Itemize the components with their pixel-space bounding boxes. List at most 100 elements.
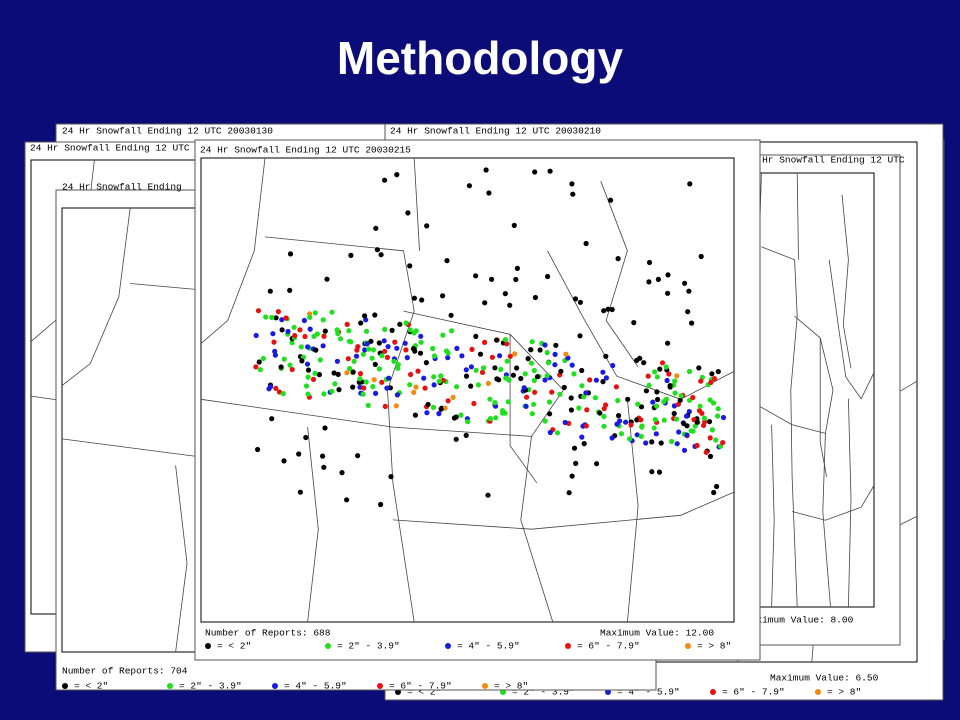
report-dot — [287, 287, 293, 293]
report-dot — [321, 333, 327, 339]
report-dot — [289, 366, 295, 373]
report-dot — [267, 384, 274, 390]
legend-dot — [482, 683, 488, 689]
report-dot — [382, 403, 388, 409]
report-dot — [392, 339, 398, 345]
report-dot — [353, 353, 360, 359]
report-dot — [436, 411, 442, 417]
report-dot — [652, 369, 658, 375]
report-dot — [257, 367, 263, 373]
report-dot — [669, 438, 675, 445]
report-dot — [603, 375, 610, 381]
report-dot — [423, 360, 429, 366]
report-dot — [681, 421, 687, 427]
report-dot — [348, 252, 354, 258]
report-dot — [305, 374, 311, 380]
report-dot — [347, 365, 353, 372]
report-dot — [667, 383, 673, 389]
report-dot — [547, 168, 553, 174]
report-dot — [332, 381, 338, 387]
report-dot — [654, 389, 660, 395]
map-border — [771, 424, 775, 608]
report-dot — [699, 410, 705, 416]
slide-title: Methodology — [336, 32, 624, 84]
report-dot — [641, 360, 647, 366]
report-dot — [615, 256, 621, 262]
report-dot — [654, 403, 660, 409]
legend-dot — [685, 643, 691, 649]
report-dot — [440, 293, 446, 299]
report-dot — [685, 309, 691, 315]
report-dot — [531, 377, 537, 384]
report-dot — [663, 364, 669, 370]
report-dot — [363, 317, 369, 323]
legend-dot — [62, 683, 68, 689]
report-dot — [442, 405, 448, 411]
report-dot — [373, 390, 379, 396]
report-dot — [665, 272, 671, 278]
report-dot — [600, 369, 606, 375]
report-dot — [310, 376, 317, 382]
report-dot — [459, 353, 465, 359]
map-header: 24 Hr Snowfall Ending 12 UTC — [745, 155, 905, 166]
map-border — [547, 250, 735, 400]
report-dot — [715, 369, 721, 375]
report-dot — [572, 296, 579, 302]
report-dot — [363, 379, 369, 385]
map-header: 24 Hr Snowfall Ending 12 UTC 20030130 — [62, 126, 273, 137]
report-dot — [502, 337, 508, 343]
report-dot — [358, 320, 364, 326]
legend-label: = 4" - 5.9" — [457, 641, 520, 652]
report-dot — [707, 435, 713, 441]
report-dot — [709, 371, 715, 377]
report-dot — [431, 374, 437, 380]
report-dot — [316, 372, 322, 378]
report-dot — [320, 343, 326, 349]
report-dot — [609, 435, 615, 441]
report-dot — [676, 429, 682, 435]
report-dot — [697, 403, 703, 409]
report-dot — [570, 191, 576, 197]
report-dot — [301, 317, 307, 324]
report-dot — [500, 410, 506, 416]
report-dot — [577, 299, 584, 305]
report-dot — [628, 422, 634, 428]
report-dot — [531, 367, 537, 374]
report-dot — [698, 253, 704, 260]
report-dot — [571, 445, 578, 451]
report-dot — [269, 314, 275, 321]
report-dot — [255, 308, 262, 314]
report-dot — [272, 352, 278, 358]
report-dot — [690, 428, 696, 434]
legend-dot — [205, 643, 211, 649]
report-dot — [344, 497, 350, 503]
report-dot — [615, 397, 621, 404]
report-dot — [547, 429, 553, 436]
report-dot — [694, 442, 700, 449]
report-dot — [369, 355, 375, 361]
report-dot — [532, 169, 538, 175]
report-dot — [397, 321, 403, 327]
report-dot — [496, 377, 502, 383]
report-dot — [525, 356, 531, 362]
report-dot — [483, 167, 489, 173]
map-frame — [745, 172, 875, 608]
report-dot — [403, 347, 409, 353]
report-dot — [482, 300, 488, 306]
report-dot — [412, 412, 418, 418]
report-dot — [485, 492, 491, 498]
report-dot — [532, 294, 539, 301]
map-border — [761, 246, 798, 608]
report-dot — [463, 432, 469, 438]
report-dot — [415, 368, 421, 374]
legend-label: = 6" - 7.9" — [389, 681, 452, 692]
report-dot — [498, 366, 504, 372]
report-dot — [451, 415, 457, 421]
report-dot — [671, 403, 678, 409]
report-dot — [477, 351, 484, 357]
report-dot — [297, 327, 303, 333]
report-dot — [305, 391, 311, 397]
report-dot — [522, 371, 528, 377]
report-dot — [391, 358, 397, 364]
report-dot — [672, 378, 678, 384]
